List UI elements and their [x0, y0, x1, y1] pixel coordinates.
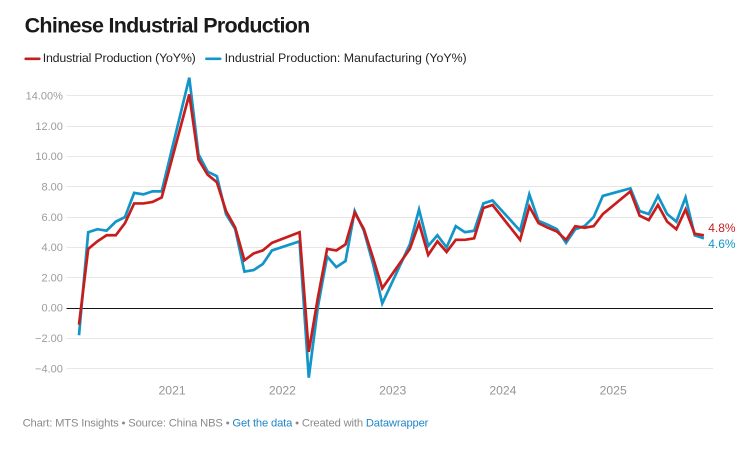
svg-text:−4.00: −4.00	[35, 363, 63, 375]
svg-text:2025: 2025	[600, 384, 627, 398]
svg-text:−2.00: −2.00	[35, 333, 63, 345]
svg-text:2021: 2021	[159, 384, 186, 398]
svg-text:2023: 2023	[379, 384, 406, 398]
svg-text:Chinese Industrial Production: Chinese Industrial Production	[25, 14, 310, 38]
svg-text:4.8%: 4.8%	[708, 221, 736, 235]
svg-text:Industrial Production (YoY%): Industrial Production (YoY%)	[43, 51, 196, 65]
svg-text:10.00: 10.00	[35, 151, 63, 163]
svg-text:4.6%: 4.6%	[708, 237, 736, 251]
svg-text:2022: 2022	[269, 384, 296, 398]
svg-text:2.00: 2.00	[41, 272, 62, 284]
svg-text:0.00: 0.00	[41, 303, 62, 315]
svg-text:14.00%: 14.00%	[26, 91, 64, 103]
svg-text:Industrial Production: Manufac: Industrial Production: Manufacturing (Yo…	[225, 51, 467, 65]
svg-text:4.00: 4.00	[41, 242, 62, 254]
svg-text:6.00: 6.00	[41, 212, 62, 224]
svg-text:2024: 2024	[489, 384, 516, 398]
svg-text:12.00: 12.00	[35, 121, 63, 133]
svg-text:8.00: 8.00	[41, 182, 62, 194]
svg-text:Chart: MTS Insights • Source:: Chart: MTS Insights • Source: China NBS …	[23, 418, 429, 430]
